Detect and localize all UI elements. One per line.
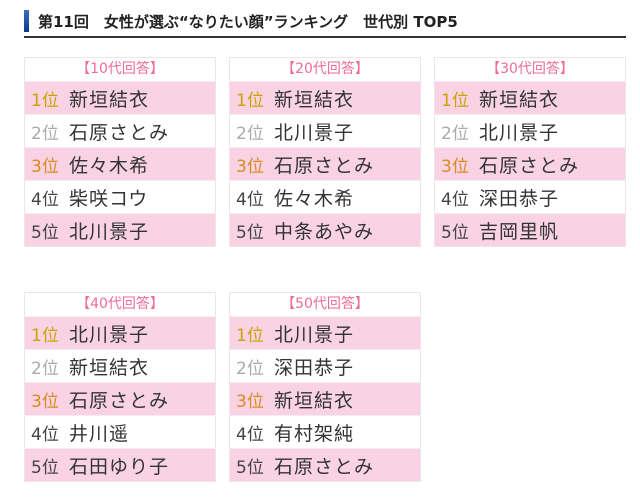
table-row: 3位 石原さとみ <box>25 382 215 415</box>
table-row: 2位 新垣結衣 <box>25 349 215 382</box>
table-row: 5位 中条あやみ <box>230 213 420 246</box>
actress-name: 佐々木希 <box>69 154 150 177</box>
title-accent-bar <box>24 10 29 32</box>
actress-name: 北川景子 <box>274 323 355 346</box>
actress-name: 吉岡里帆 <box>479 220 560 243</box>
table-row: 1位 新垣結衣 <box>230 81 420 114</box>
table-row: 2位 深田恭子 <box>230 349 420 382</box>
table-row: 3位 新垣結衣 <box>230 382 420 415</box>
actress-name: 石原さとみ <box>274 455 375 478</box>
table-row: 5位 北川景子 <box>25 213 215 246</box>
rank-label: 3位 <box>31 156 59 177</box>
actress-name: 柴咲コウ <box>69 187 149 210</box>
rank-label: 3位 <box>236 391 264 412</box>
ranking-table: 【10代回答】 1位 新垣結衣 2位 石原さとみ 3位 佐々木希 4位 柴咲コウ… <box>24 57 216 247</box>
rank-label: 4位 <box>236 424 264 445</box>
actress-name: 北川景子 <box>274 121 355 144</box>
rank-label: 1位 <box>31 325 59 346</box>
actress-name: 北川景子 <box>69 220 150 243</box>
rank-label: 5位 <box>236 457 264 478</box>
table-row: 3位 石原さとみ <box>230 147 420 180</box>
table-row: 5位 石田ゆり子 <box>25 448 215 481</box>
rank-label: 5位 <box>31 222 59 243</box>
rank-label: 1位 <box>236 325 264 346</box>
table-row: 1位 新垣結衣 <box>25 81 215 114</box>
rank-label: 1位 <box>236 90 264 111</box>
actress-name: 新垣結衣 <box>274 88 355 111</box>
ranking-table: 【40代回答】 1位 北川景子 2位 新垣結衣 3位 石原さとみ 4位 井川遥 … <box>24 292 216 482</box>
table-row: 3位 佐々木希 <box>25 147 215 180</box>
table-header: 【50代回答】 <box>281 296 369 312</box>
table-row: 2位 北川景子 <box>230 114 420 147</box>
rank-label: 2位 <box>236 123 264 144</box>
rank-label: 5位 <box>236 222 264 243</box>
table-header: 【20代回答】 <box>281 61 369 77</box>
actress-name: 北川景子 <box>69 323 150 346</box>
table-header: 【10代回答】 <box>76 61 164 77</box>
rank-label: 1位 <box>441 90 469 111</box>
table-row: 1位 北川景子 <box>230 316 420 349</box>
page-title: 第11回 女性が選ぶ“なりたい顔”ランキング 世代別 TOP5 <box>38 13 458 31</box>
actress-name: 石原さとみ <box>69 121 170 144</box>
rank-label: 5位 <box>31 457 59 478</box>
actress-name: 石原さとみ <box>69 389 170 412</box>
rank-label: 4位 <box>31 189 59 210</box>
actress-name: 石原さとみ <box>274 154 375 177</box>
section-title: 第11回 女性が選ぶ“なりたい顔”ランキング 世代別 TOP5 <box>24 8 626 38</box>
actress-name: 新垣結衣 <box>69 356 150 379</box>
table-row: 1位 新垣結衣 <box>435 81 625 114</box>
rank-label: 2位 <box>441 123 469 144</box>
rank-label: 3位 <box>441 156 469 177</box>
rank-label: 2位 <box>31 358 59 379</box>
rank-label: 4位 <box>236 189 264 210</box>
actress-name: 佐々木希 <box>274 187 355 210</box>
table-header: 【40代回答】 <box>76 296 164 312</box>
table-row: 4位 井川遥 <box>25 415 215 448</box>
actress-name: 中条あやみ <box>274 220 375 243</box>
rank-label: 2位 <box>31 123 59 144</box>
table-row: 4位 深田恭子 <box>435 180 625 213</box>
table-row: 1位 北川景子 <box>25 316 215 349</box>
rank-label: 4位 <box>31 424 59 445</box>
rank-label: 1位 <box>31 90 59 111</box>
actress-name: 石原さとみ <box>479 154 580 177</box>
rank-label: 3位 <box>31 391 59 412</box>
ranking-table: 【30代回答】 1位 新垣結衣 2位 北川景子 3位 石原さとみ 4位 深田恭子… <box>434 57 626 247</box>
actress-name: 深田恭子 <box>479 187 560 210</box>
actress-name: 新垣結衣 <box>479 88 560 111</box>
ranking-table: 【20代回答】 1位 新垣結衣 2位 北川景子 3位 石原さとみ 4位 佐々木希… <box>229 57 421 247</box>
actress-name: 新垣結衣 <box>274 389 355 412</box>
table-row: 2位 石原さとみ <box>25 114 215 147</box>
rank-label: 3位 <box>236 156 264 177</box>
table-header: 【30代回答】 <box>486 61 574 77</box>
rank-label: 2位 <box>236 358 264 379</box>
actress-name: 北川景子 <box>479 121 560 144</box>
actress-name: 石田ゆり子 <box>69 455 170 478</box>
actress-name: 井川遥 <box>69 422 130 445</box>
actress-name: 深田恭子 <box>274 356 355 379</box>
table-row: 3位 石原さとみ <box>435 147 625 180</box>
table-row: 4位 柴咲コウ <box>25 180 215 213</box>
table-row: 5位 石原さとみ <box>230 448 420 481</box>
rank-label: 4位 <box>441 189 469 210</box>
table-row: 2位 北川景子 <box>435 114 625 147</box>
actress-name: 新垣結衣 <box>69 88 150 111</box>
table-row: 4位 佐々木希 <box>230 180 420 213</box>
ranking-table: 【50代回答】 1位 北川景子 2位 深田恭子 3位 新垣結衣 4位 有村架純 … <box>229 292 421 482</box>
actress-name: 有村架純 <box>274 422 355 445</box>
table-row: 4位 有村架純 <box>230 415 420 448</box>
table-row: 5位 吉岡里帆 <box>435 213 625 246</box>
rank-label: 5位 <box>441 222 469 243</box>
